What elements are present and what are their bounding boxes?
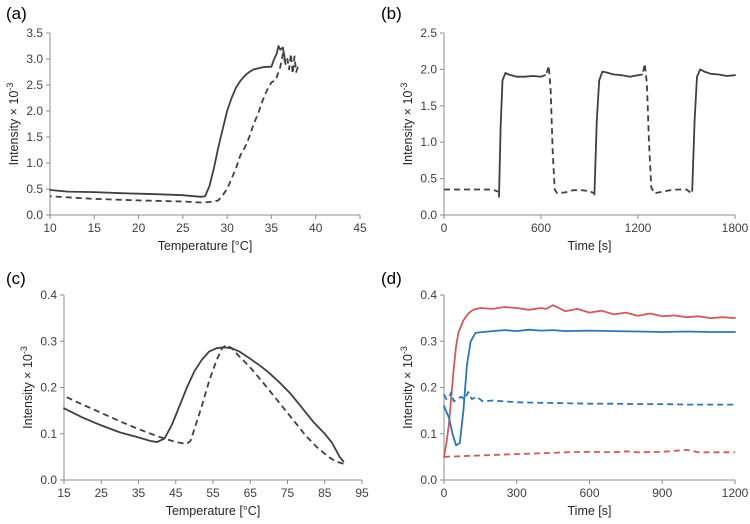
y-tick-label: 0.1 [420,427,437,441]
x-tick-label: 25 [95,486,109,500]
x-tick-label: 300 [507,486,527,500]
x-tick-label: 0 [441,221,448,235]
x-tick-label: 900 [652,486,672,500]
panel-b: (b) 0.0 0.5 1.0 1.5 2.0 2.5 0 600 1200 1800 Time [s… [381,4,749,253]
panel-a: (a) 0.0 0.5 1.0 1.5 2.0 2.5 3.0 3.5 10 15 20 25 30 35 4… [5,4,367,253]
y-tick-label: 0.0 [26,208,43,222]
y-tick-label: 1.5 [26,130,43,144]
x-tick-label: 95 [355,486,369,500]
y-tick-label: 0.3 [40,334,57,348]
panel-label: (d) [381,269,402,288]
series-line-high-1 [498,72,546,198]
series-line-cooling [65,344,344,465]
x-tick-label: 1800 [722,221,749,235]
x-tick-label: 25 [176,221,190,235]
x-tick-label: 35 [265,221,279,235]
y-tick-label: 3.0 [26,52,43,66]
y-axis-label: Intensity × 10-3 [399,83,415,166]
y-axis-label-exponent: -3 [19,346,29,354]
series-line-low-2 [545,64,594,195]
y-axis-label: Intensity × 10-3 [5,83,21,166]
x-tick-label: 600 [531,221,551,235]
y-tick-label: 0.2 [40,381,57,395]
y-tick-label: 0.4 [40,288,57,302]
x-axis-label: Time [s] [568,504,612,518]
y-axis-label-text: Intensity × 10 [401,354,415,429]
series-line-blue-solid [443,328,736,447]
panel-label: (b) [381,4,402,23]
x-axis-label: Temperature [°C] [166,504,261,518]
x-tick-label: 15 [88,221,102,235]
y-tick-label: 0.0 [420,208,437,222]
y-tick-label: 0.5 [420,172,437,186]
x-tick-label: 30 [220,221,234,235]
y-tick-label: 0.0 [420,473,437,487]
panel-label: (c) [6,269,26,288]
x-tick-label: 1200 [625,221,652,235]
series-line-cooling [49,52,299,204]
x-tick-label: 0 [441,486,448,500]
series-line-low-3 [642,62,692,195]
y-tick-label: 0.3 [420,334,437,348]
series-line-low-1 [444,188,499,193]
x-tick-label: 1200 [722,486,749,500]
y-tick-label: 0.2 [420,381,437,395]
y-tick-label: 0.0 [40,473,57,487]
panel-label: (a) [6,4,27,23]
x-axis-label: Temperature [°C] [158,239,253,253]
x-tick-label: 35 [132,486,146,500]
y-tick-label: 2.5 [420,26,437,40]
y-tick-label: 1.5 [420,99,437,113]
series-line-heating [49,45,287,198]
x-tick-label: 55 [206,486,220,500]
x-tick-label: 45 [353,221,367,235]
x-tick-label: 15 [57,486,71,500]
y-tick-label: 3.5 [26,26,43,40]
y-axis-label-text: Intensity × 10 [7,91,21,166]
y-axis-label-exponent: -3 [5,83,15,91]
y-tick-label: 0.5 [26,182,43,196]
y-axis-label-exponent: -3 [399,346,409,354]
x-tick-label: 10 [43,221,57,235]
y-tick-label: 1.0 [420,135,437,149]
series-line-blue-dashed [443,391,735,406]
y-tick-label: 0.1 [40,427,57,441]
y-axis-label-text: Intensity × 10 [21,354,35,429]
series-line-heating [63,346,345,463]
y-axis-label-exponent: -3 [399,83,409,91]
x-tick-label: 600 [579,486,599,500]
x-tick-label: 65 [244,486,258,500]
y-axis-label: Intensity × 10-3 [19,346,35,429]
x-tick-label: 85 [318,486,332,500]
panel-c: (c) 0.0 0.1 0.2 0.3 0.4 15 25 35 45 55 65 75 85 95 Temp… [6,269,369,518]
series-line-high-3 [691,68,736,192]
y-tick-label: 2.0 [420,62,437,76]
series-line-red-dashed [443,449,735,458]
series-line-red-solid [443,304,736,458]
x-tick-label: 45 [169,486,183,500]
panel-d: (d) 0.0 0.1 0.2 0.3 0.4 0 300 600 900 1200 Time [s]… [381,269,749,518]
y-tick-label: 2.5 [26,78,43,92]
x-tick-label: 40 [309,221,323,235]
y-tick-label: 0.4 [420,288,437,302]
series-line-high-2 [593,70,643,196]
y-tick-label: 1.0 [26,156,43,170]
x-tick-label: 20 [132,221,146,235]
x-axis-label: Time [s] [568,239,612,253]
y-tick-label: 2.0 [26,104,43,118]
y-axis-label-text: Intensity × 10 [401,91,415,166]
x-tick-label: 75 [281,486,295,500]
y-axis-label: Intensity × 10-3 [399,346,415,429]
